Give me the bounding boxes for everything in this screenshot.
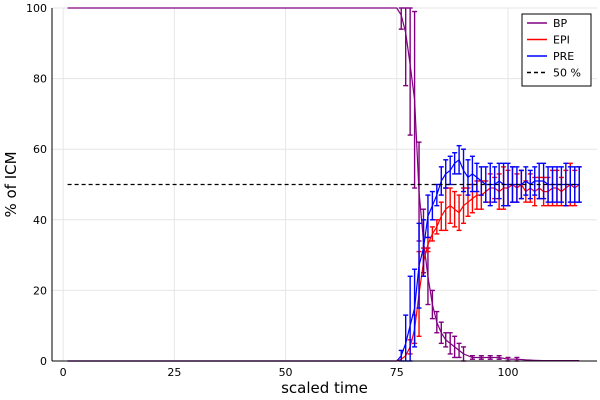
y-axis-label: % of ICM [2, 151, 20, 217]
tick-labels: 0 25 50 75 100 0 20 40 60 80 100 [26, 2, 519, 379]
x-tick-label: 25 [167, 366, 181, 379]
y-tick-label: 80 [33, 73, 47, 86]
y-tick-label: 0 [40, 355, 47, 368]
axes [51, 8, 597, 362]
legend-label: EPI [553, 34, 570, 47]
series-line [67, 183, 580, 362]
legend-label: 50 % [553, 67, 581, 80]
x-tick-label: 75 [390, 366, 404, 379]
y-tick-label: 20 [33, 284, 47, 297]
x-tick-label: 0 [60, 366, 67, 379]
series-epi [67, 162, 582, 362]
plot-area [67, 7, 582, 362]
legend-label: BP [553, 17, 568, 30]
legend-label: PRE [553, 50, 574, 63]
series-line [67, 158, 580, 362]
y-tick-label: 100 [26, 2, 47, 15]
legend-box [521, 13, 592, 87]
y-tick-label: 60 [33, 143, 47, 156]
legend: BP EPI PRE 50 % [521, 13, 592, 87]
y-tick-label: 40 [33, 214, 47, 227]
x-axis-label: scaled time [281, 379, 368, 397]
series-line [67, 7, 580, 362]
x-tick-label: 50 [279, 366, 293, 379]
x-tick-label: 100 [498, 366, 519, 379]
series-pre [67, 144, 582, 362]
